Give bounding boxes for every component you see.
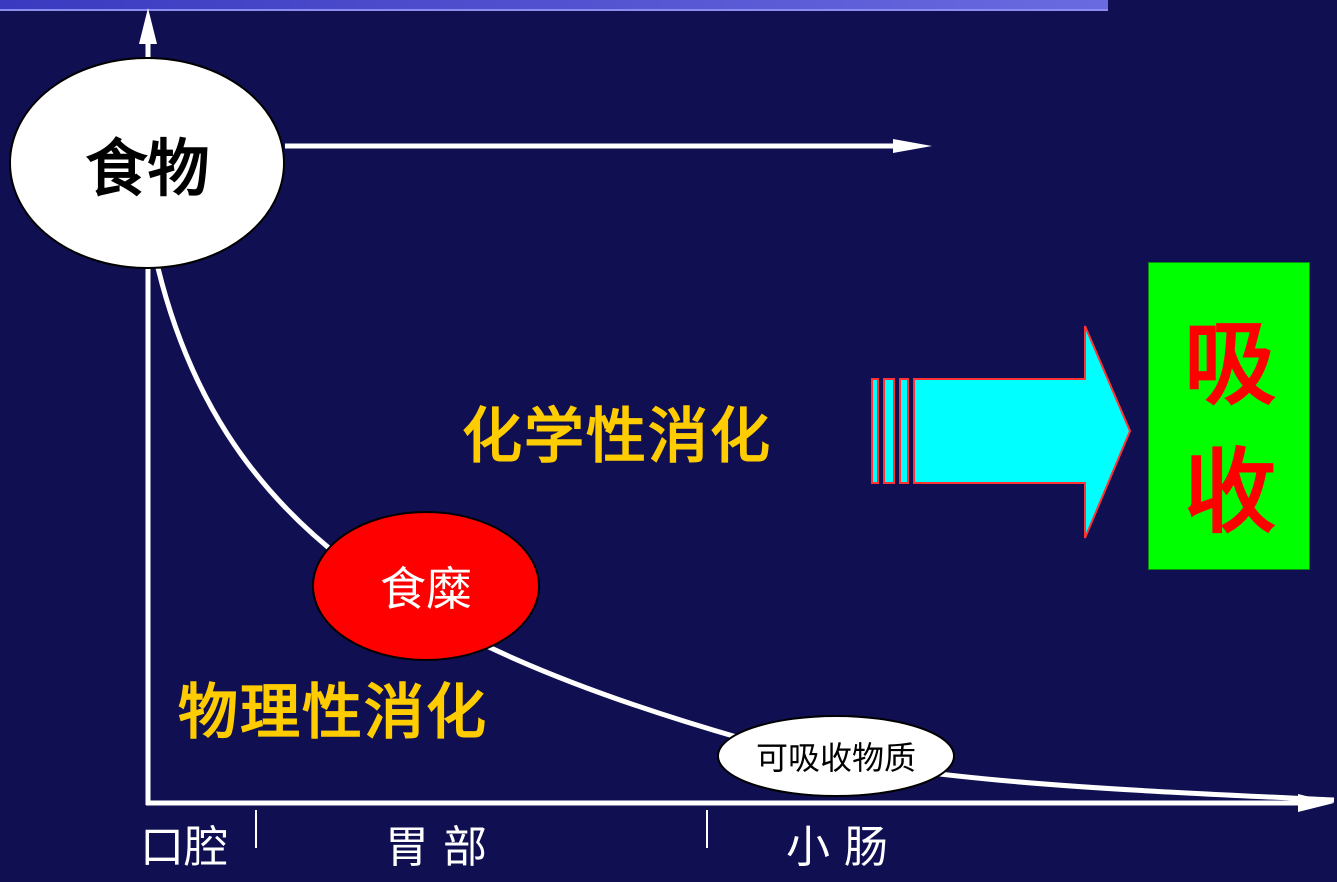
food-label: 食物 xyxy=(85,132,210,205)
arrow-body xyxy=(913,325,1132,539)
physical-digestion-label: 物理性消化 xyxy=(178,678,488,748)
absorption-label-line1: 吸 xyxy=(1183,311,1276,418)
arrow-stripe-3 xyxy=(899,378,909,484)
axis-label-small-intestine: 小 肠 xyxy=(786,822,888,873)
chemical-digestion-label: 化学性消化 xyxy=(462,402,772,472)
arrow-stripe-2 xyxy=(883,378,895,484)
absorbable-oval xyxy=(717,715,955,797)
axis-label-mouth: 口腔 xyxy=(140,822,228,873)
arrow-stripe-1 xyxy=(871,378,879,484)
absorbable-substance-label: 可吸收物质 xyxy=(755,739,916,777)
absorption-arrow xyxy=(871,325,1132,539)
y-axis-arrowhead xyxy=(139,8,157,44)
absorption-label-line2: 收 xyxy=(1183,439,1276,546)
chyme-label: 食糜 xyxy=(380,562,472,616)
top-band-highlight xyxy=(0,9,1108,11)
digestion-curve xyxy=(155,267,1335,803)
absorption-box: 吸 收 xyxy=(1148,262,1310,570)
food-arrow-head xyxy=(893,139,932,153)
food-oval xyxy=(9,57,285,269)
top-band xyxy=(0,0,1108,9)
chyme-oval xyxy=(312,511,540,661)
axis-label-stomach: 胃 部 xyxy=(385,822,487,873)
